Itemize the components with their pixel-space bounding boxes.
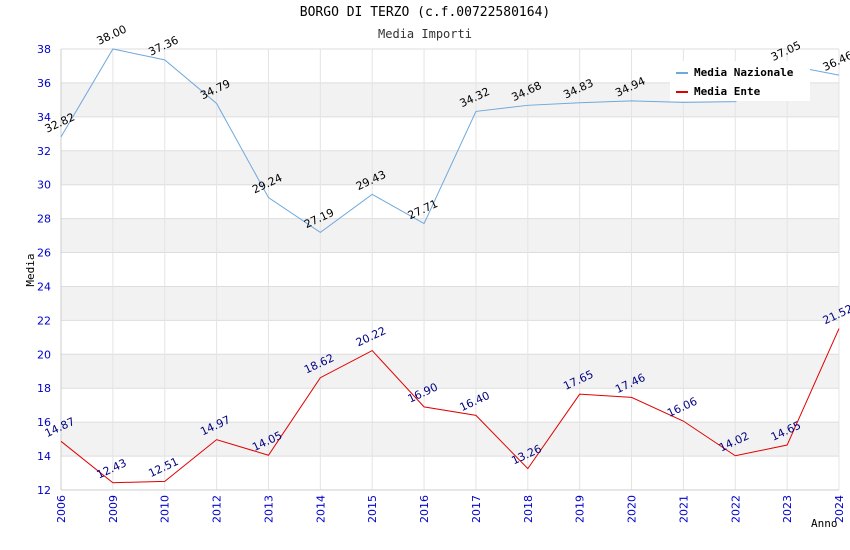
x-tick-label: 2006 [55, 495, 68, 523]
y-axis-label: Media [24, 253, 37, 286]
grid-band [61, 286, 839, 321]
x-tick-label: 2018 [522, 495, 535, 523]
y-tick-label: 14 [37, 450, 51, 463]
x-tick-label: 2015 [366, 495, 379, 523]
x-tick-label: 2014 [314, 495, 327, 523]
y-tick-label: 32 [37, 145, 51, 158]
grid-band [61, 354, 839, 389]
grid-band [61, 388, 839, 423]
x-tick-label: 2016 [418, 495, 431, 523]
chart-title: BORGO DI TERZO (c.f.00722580164) [299, 5, 551, 20]
legend-box [670, 61, 810, 101]
x-tick-label: 2017 [470, 495, 483, 523]
y-tick-label: 20 [37, 348, 51, 361]
x-tick-label: 2020 [626, 495, 639, 523]
y-tick-label: 30 [37, 179, 51, 192]
x-tick-label: 2022 [729, 495, 742, 523]
x-tick-label: 2012 [211, 495, 224, 523]
x-tick-label: 2009 [107, 495, 120, 523]
y-tick-label: 34 [37, 111, 51, 124]
grid-band [61, 252, 839, 287]
x-tick-label: 2021 [677, 495, 690, 523]
x-tick-label: 2013 [262, 495, 275, 523]
legend-label-nazionale: Media Nazionale [694, 66, 794, 79]
series-line-ente [60, 328, 840, 484]
y-tick-label: 38 [37, 43, 51, 56]
y-tick-label: 28 [37, 213, 51, 226]
grid-band [61, 184, 839, 219]
x-axis-label: Anno [811, 517, 838, 530]
x-tick-label: 2019 [574, 495, 587, 523]
y-tick-label: 12 [37, 484, 51, 497]
y-tick-label: 16 [37, 416, 51, 429]
y-tick-label: 22 [37, 314, 51, 327]
grid-band [61, 218, 839, 253]
y-tick-label: 26 [37, 247, 51, 260]
y-tick-label: 24 [37, 280, 51, 293]
chart-subtitle: Media Importi [378, 27, 472, 41]
x-tick-label: 2024 [833, 495, 846, 523]
legend-label-ente: Media Ente [694, 85, 761, 98]
grid-band [61, 320, 839, 355]
grid-band [61, 456, 839, 490]
x-tick-label: 2010 [159, 495, 172, 523]
y-tick-label: 36 [37, 77, 51, 90]
grid-band [61, 422, 839, 457]
x-tick-label: 2023 [781, 495, 794, 523]
series-line-nazionale [60, 48, 840, 233]
y-tick-label: 18 [37, 382, 51, 395]
data-label-nazionale: 38.00 [95, 23, 129, 48]
grid-band [61, 116, 839, 151]
